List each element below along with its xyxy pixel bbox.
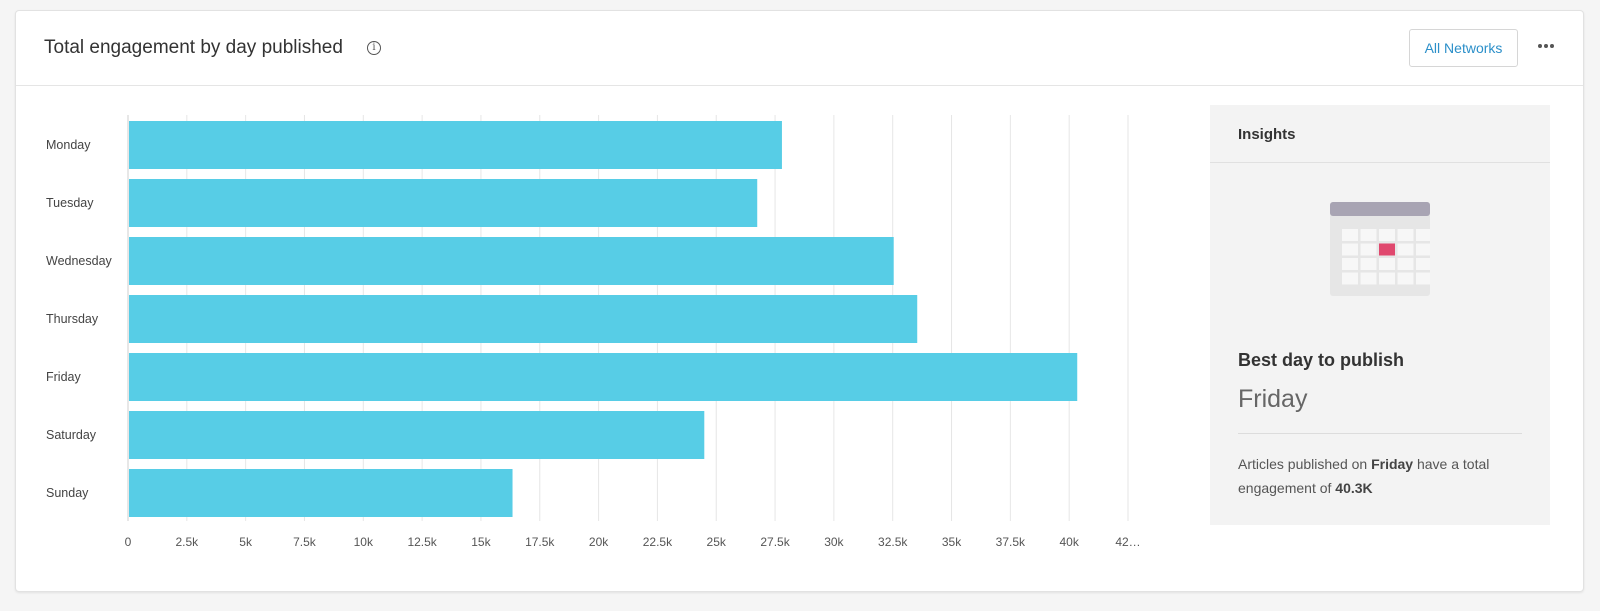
bar-saturday[interactable] [129,411,705,459]
best-day-value: Friday [1238,385,1308,413]
x-tick-label: 12.5k [407,535,437,549]
bar-monday[interactable] [129,121,782,169]
y-tick-label: Friday [46,370,81,384]
calendar-cell [1342,272,1358,285]
x-tick-label: 15k [471,535,491,549]
calendar-cell [1360,229,1377,241]
calendar-cell [1360,272,1377,285]
card-title: Total engagement by day published [44,37,343,58]
x-tick-label: 30k [824,535,844,549]
card-header: Total engagement by day published i All … [16,11,1583,86]
desc-day: Friday [1371,456,1414,472]
calendar-cell [1379,272,1395,285]
calendar-cell [1379,258,1395,270]
x-tick-label: 27.5k [760,535,790,549]
y-tick-label: Tuesday [46,196,94,210]
insights-description: Articles published on Friday have a tota… [1238,452,1538,500]
bar-wednesday[interactable] [129,237,894,285]
calendar-icon [1330,202,1430,296]
x-tick-label: 40k [1059,535,1079,549]
x-tick-label: 22.5k [643,535,673,549]
engagement-bar-chart: 0 2.5k 5k 7.5k 10k 12.5k 15k 17.5k 20k 22.5k 25k 27… [46,115,1141,549]
calendar-cell [1416,243,1430,256]
calendar-cell [1342,243,1358,256]
calendar-cell [1379,229,1395,241]
calendar-cell [1416,258,1430,270]
x-tick-label: 35k [942,535,962,549]
y-tick-label: Saturday [46,428,97,442]
insights-header: Insights [1210,105,1550,163]
calendar-cell [1342,229,1358,241]
calendar-cell [1397,243,1414,256]
bar-thursday[interactable] [129,295,918,343]
info-icon[interactable]: i [367,41,381,55]
calendar-cell [1360,258,1377,270]
x-tick-label: 20k [589,535,609,549]
insights-divider [1238,433,1522,434]
y-tick-label: Thursday [46,312,99,326]
desc-prefix: Articles published on [1238,456,1372,472]
x-tick-label: 7.5k [293,535,317,549]
y-tick-label: Wednesday [46,254,113,268]
desc-middle: have a total engagement of [1238,456,1490,496]
x-tick-label: 32.5k [878,535,908,549]
x-tick-label: 42… [1115,535,1140,549]
x-tick-label: 2.5k [175,535,199,549]
x-tick-label: 0 [125,535,132,549]
calendar-cell [1416,272,1430,285]
all-networks-button[interactable]: All Networks [1409,29,1518,67]
bar-friday[interactable] [129,353,1078,401]
x-tick-label: 5k [239,535,253,549]
x-tick-label: 25k [707,535,727,549]
calendar-cell [1397,229,1414,241]
calendar-cell [1360,243,1377,256]
best-day-label: Best day to publish [1238,350,1405,370]
x-tick-label: 10k [354,535,374,549]
calendar-highlight-cell [1379,243,1395,256]
y-tick-label: Monday [46,138,91,152]
bar-tuesday[interactable] [129,179,758,227]
more-horizontal-icon[interactable] [1536,41,1556,51]
desc-value: 40.3K [1335,480,1373,496]
insights-title: Insights [1238,126,1296,143]
engagement-card: Total engagement by day published i All … [15,10,1584,592]
calendar-cell [1342,258,1358,270]
bar-sunday[interactable] [129,469,513,517]
x-tick-label: 17.5k [525,535,555,549]
calendar-cell [1397,272,1414,285]
insights-panel: Insights Best day to publish Friday Arti… [1210,105,1550,525]
x-tick-label: 37.5k [996,535,1026,549]
calendar-cell [1416,229,1430,241]
y-tick-label: Sunday [46,486,89,500]
calendar-cell [1397,258,1414,270]
